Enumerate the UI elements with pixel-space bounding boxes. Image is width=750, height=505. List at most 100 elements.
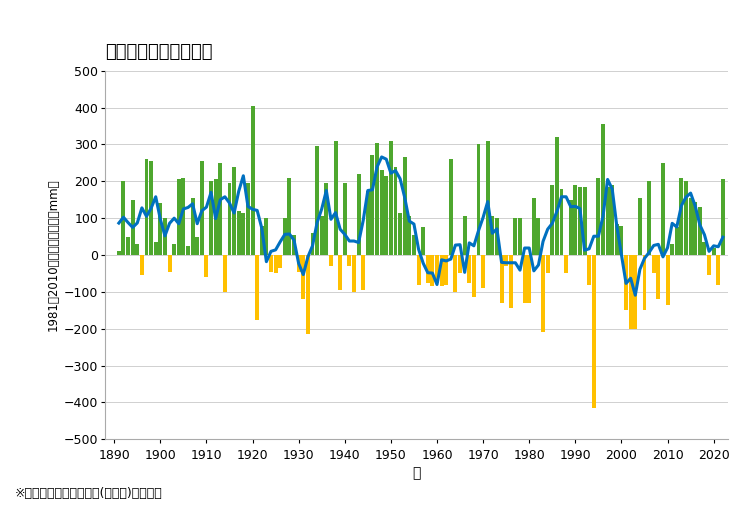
- Bar: [310, 233, 314, 255]
- Bar: [440, 255, 443, 286]
- Bar: [292, 235, 296, 255]
- Bar: [536, 218, 541, 255]
- Text: 日本の年降水量の偏差: 日本の年降水量の偏差: [105, 43, 212, 61]
- Bar: [278, 255, 282, 268]
- Bar: [656, 255, 660, 299]
- Bar: [620, 226, 623, 255]
- Bar: [624, 255, 628, 310]
- Bar: [490, 216, 494, 255]
- Bar: [182, 178, 185, 255]
- Bar: [158, 204, 162, 255]
- Bar: [454, 255, 458, 292]
- Bar: [242, 213, 245, 255]
- Bar: [721, 179, 724, 255]
- Bar: [407, 216, 411, 255]
- Bar: [126, 236, 130, 255]
- Bar: [555, 137, 559, 255]
- Bar: [214, 179, 217, 255]
- Bar: [117, 251, 121, 255]
- Bar: [504, 255, 509, 266]
- Bar: [338, 255, 342, 290]
- Bar: [638, 198, 642, 255]
- Bar: [135, 244, 140, 255]
- Bar: [177, 179, 181, 255]
- Bar: [283, 218, 286, 255]
- Bar: [287, 178, 292, 255]
- Bar: [186, 246, 190, 255]
- Bar: [140, 255, 144, 275]
- Bar: [389, 141, 393, 255]
- Bar: [200, 161, 204, 255]
- Bar: [223, 255, 226, 292]
- Bar: [260, 226, 264, 255]
- Bar: [578, 187, 582, 255]
- Bar: [610, 185, 614, 255]
- Bar: [486, 141, 490, 255]
- Bar: [416, 255, 421, 284]
- Bar: [357, 174, 361, 255]
- Bar: [195, 236, 200, 255]
- Bar: [265, 218, 268, 255]
- Bar: [693, 201, 698, 255]
- Bar: [384, 176, 388, 255]
- Bar: [306, 255, 310, 334]
- Bar: [684, 181, 688, 255]
- Bar: [606, 187, 610, 255]
- Bar: [167, 255, 172, 272]
- Bar: [665, 255, 670, 305]
- Bar: [652, 255, 656, 274]
- Bar: [352, 255, 356, 292]
- Bar: [172, 244, 176, 255]
- Bar: [444, 255, 448, 284]
- Bar: [716, 255, 720, 284]
- Bar: [560, 189, 563, 255]
- X-axis label: 年: 年: [412, 466, 421, 480]
- Bar: [495, 218, 499, 255]
- Bar: [329, 255, 333, 266]
- Bar: [550, 185, 554, 255]
- Bar: [347, 255, 351, 266]
- Bar: [482, 255, 485, 288]
- Bar: [320, 216, 324, 255]
- Text: ※出典　日本の年降水量(気象庁)から作成: ※出典 日本の年降水量(気象庁)から作成: [15, 487, 163, 500]
- Bar: [476, 144, 481, 255]
- Bar: [514, 218, 517, 255]
- Bar: [269, 255, 273, 272]
- Bar: [596, 178, 600, 255]
- Bar: [633, 255, 638, 329]
- Bar: [422, 227, 425, 255]
- Bar: [568, 200, 573, 255]
- Bar: [251, 106, 254, 255]
- Bar: [398, 213, 402, 255]
- Bar: [362, 255, 365, 290]
- Bar: [601, 124, 605, 255]
- Bar: [435, 255, 439, 283]
- Bar: [670, 244, 674, 255]
- Bar: [647, 181, 651, 255]
- Bar: [500, 255, 503, 303]
- Bar: [583, 187, 586, 255]
- Bar: [426, 255, 430, 283]
- Bar: [370, 156, 374, 255]
- Bar: [380, 170, 384, 255]
- Bar: [628, 255, 633, 329]
- Bar: [232, 167, 236, 255]
- Bar: [472, 255, 476, 297]
- Y-axis label: 1981－2010年平均からの差（mm）: 1981－2010年平均からの差（mm）: [46, 179, 59, 331]
- Bar: [703, 242, 706, 255]
- Bar: [546, 255, 550, 274]
- Bar: [688, 198, 692, 255]
- Bar: [209, 181, 213, 255]
- Bar: [122, 181, 125, 255]
- Bar: [343, 183, 346, 255]
- Bar: [366, 190, 370, 255]
- Bar: [592, 255, 596, 408]
- Bar: [130, 200, 135, 255]
- Bar: [707, 255, 711, 275]
- Bar: [615, 224, 619, 255]
- Bar: [643, 255, 646, 310]
- Bar: [403, 158, 406, 255]
- Bar: [190, 198, 194, 255]
- Bar: [255, 255, 260, 320]
- Bar: [564, 255, 568, 274]
